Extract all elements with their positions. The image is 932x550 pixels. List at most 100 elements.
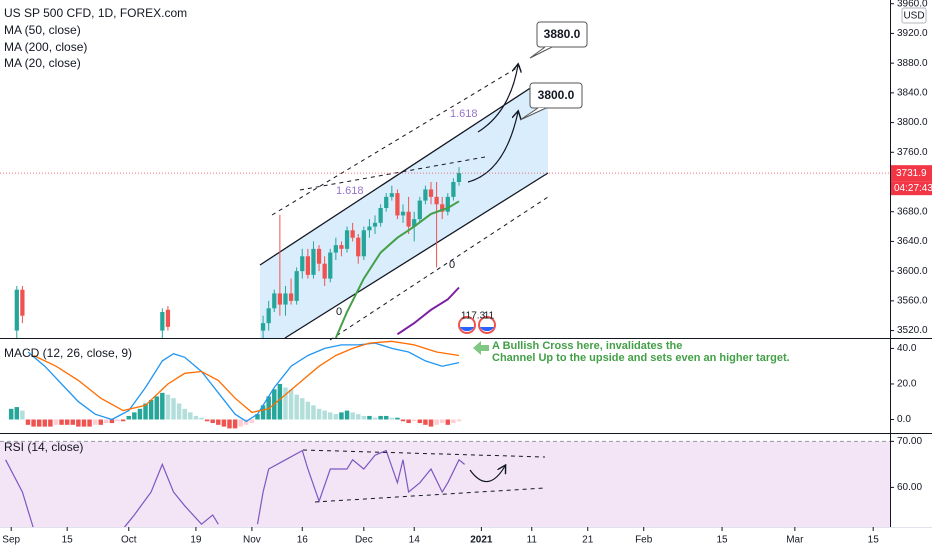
macd-histogram-bar (333, 414, 339, 420)
chart-title: US SP 500 CFD, 1D, FOREX.com (4, 6, 187, 20)
macd-histogram-bar (238, 419, 243, 427)
macd-histogram-bar (328, 412, 333, 420)
macd-histogram-bar (81, 419, 87, 427)
candle-body (305, 256, 310, 275)
rsi-panel (5, 449, 465, 527)
macd-histogram-bar (361, 415, 367, 420)
candle-body (451, 182, 456, 197)
candle-body (272, 293, 277, 309)
y-tick-label: 0.0 (897, 414, 911, 425)
macd-histogram-bar (305, 401, 311, 420)
x-tick-label: 15 (717, 535, 729, 546)
callout-text: 3800.0 (538, 88, 575, 102)
macd-histogram-bar (322, 410, 327, 420)
x-tick-label: Dec (355, 535, 373, 546)
x-tick-label: Feb (635, 535, 653, 546)
macd-histogram-bar (204, 419, 210, 422)
macd-label: MACD (12, 26, close, 9) (4, 346, 132, 360)
candle-body (288, 293, 294, 301)
y-tick-label: 3840.0 (897, 87, 928, 98)
rsi-trend-lower (314, 487, 546, 503)
macd-histogram-bar (344, 410, 350, 420)
legend-entry: MA (200, close) (4, 40, 87, 54)
x-tick-label: 19 (190, 535, 202, 546)
candle-body (440, 204, 445, 212)
candle-body (378, 208, 383, 223)
candle-body (456, 173, 462, 182)
y-tick-label: 3600.0 (897, 266, 928, 277)
candle-body (350, 230, 355, 238)
y-tick-label: 3880.0 (897, 58, 928, 69)
macd-histogram-bar (277, 383, 283, 420)
candle-body (367, 226, 372, 231)
macd-histogram-bar (294, 394, 299, 420)
event-label: 11 (484, 311, 495, 322)
rsi-label: RSI (14, close) (4, 440, 83, 454)
macd-histogram-bar (188, 412, 193, 420)
candle-body (361, 230, 366, 257)
rsi-trend-upper (302, 449, 546, 458)
candle-body (423, 189, 428, 201)
moving-average (396, 286, 460, 336)
candle-body (20, 289, 25, 316)
x-tick-label: Nov (243, 535, 261, 546)
macd-histogram-bar (439, 419, 445, 424)
candle-body (400, 211, 406, 216)
macd-histogram-bar (356, 414, 361, 420)
countdown: 04:27:43 (894, 183, 932, 194)
macd-histogram-bar (92, 419, 98, 425)
macd-line (27, 342, 460, 423)
price-panel (0, 167, 890, 338)
macd-histogram-bar (120, 419, 126, 422)
macd-histogram-bar (266, 396, 271, 420)
macd-histogram-bar (31, 419, 36, 427)
y-tick-label: 70.00 (897, 436, 922, 447)
y-tick-label: 3760.0 (897, 147, 928, 158)
note-text: A Bullish Cross here, invalidates the (492, 340, 682, 352)
macd-histogram-bar (193, 415, 199, 420)
macd-histogram-bar (87, 419, 92, 427)
macd-histogram-bar (210, 419, 215, 424)
countdown-box (891, 181, 932, 196)
y-tick-label: 3560.0 (897, 295, 928, 306)
macd-histogram-bar (383, 415, 389, 420)
y-tick-label: 3800.0 (897, 117, 928, 128)
macd-histogram-bar (160, 392, 165, 420)
y-tick-label: 3920.0 (897, 28, 928, 39)
candle-body (160, 312, 165, 331)
macd-histogram-bar (227, 419, 232, 429)
macd-histogram-bar (428, 419, 434, 427)
macd-histogram-bar (76, 419, 81, 427)
candle-body (445, 196, 450, 212)
macd-histogram-bar (64, 419, 70, 425)
x-tick-label: 2021 (470, 535, 493, 546)
curve-arrow (477, 65, 518, 133)
x-tick-label: Oct (121, 535, 137, 546)
macd-histogram-bar (20, 410, 25, 420)
candle-body (311, 248, 316, 275)
macd-histogram-bar (244, 419, 249, 425)
macd-histogram-bar (300, 398, 305, 420)
y-tick-label: 3640.0 (897, 236, 928, 247)
macd-histogram-bar (378, 415, 383, 420)
macd-histogram-bar (255, 414, 260, 420)
dashed-upper (271, 65, 521, 216)
fib-label: 1.618 (336, 185, 364, 197)
macd-histogram-bar (389, 417, 395, 420)
macd-histogram-bar (311, 405, 316, 420)
macd-histogram-bar (260, 405, 266, 420)
x-tick-label: 21 (582, 535, 594, 546)
macd-panel (8, 340, 462, 429)
currency[interactable]: USD (903, 11, 924, 22)
candle-body (283, 293, 288, 305)
note-arrow (473, 341, 489, 355)
macd-histogram-bar (423, 419, 428, 425)
dashed-lower (329, 196, 549, 341)
macd-histogram-bar (53, 419, 59, 425)
currency-box[interactable] (901, 7, 927, 24)
macd-histogram-bar (417, 419, 423, 424)
macd-histogram-bar (288, 389, 294, 420)
candle-body (266, 308, 271, 324)
y-tick-label: 40.0 (897, 343, 917, 354)
